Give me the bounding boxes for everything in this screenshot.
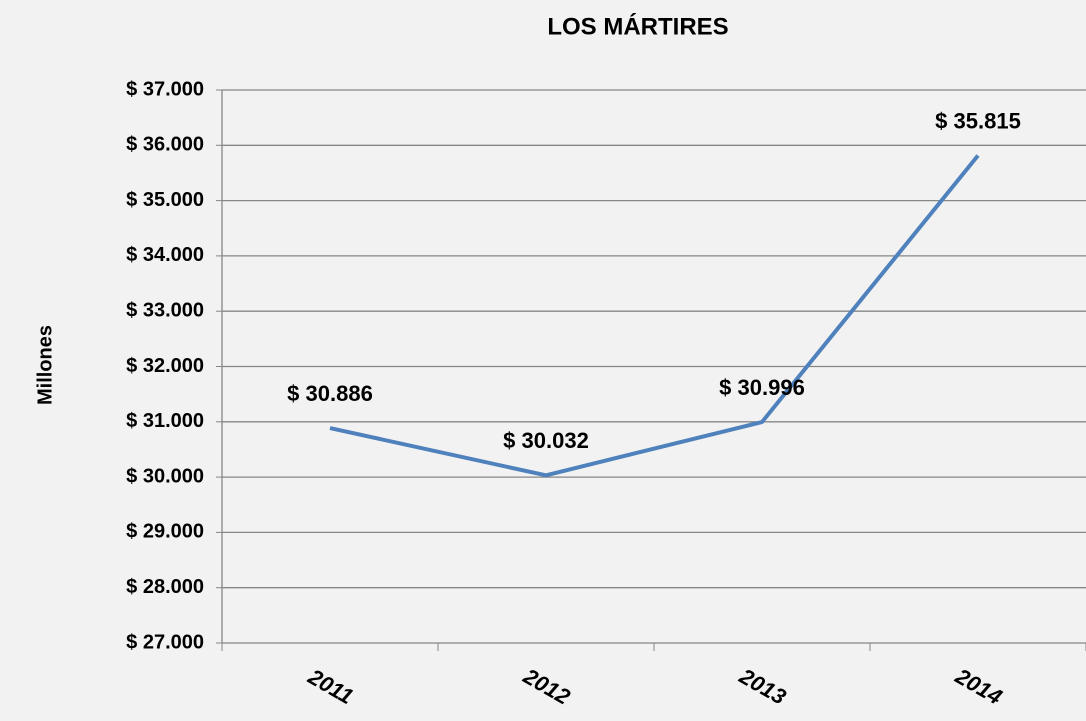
y-tick-label: $ 34.000 bbox=[126, 244, 204, 266]
y-tick-label: $ 35.000 bbox=[126, 189, 204, 211]
data-label: $ 35.815 bbox=[935, 108, 1021, 133]
chart-title: LOS MÁRTIRES bbox=[547, 12, 728, 40]
y-tick-label: $ 27.000 bbox=[126, 631, 204, 653]
y-tick-label: $ 33.000 bbox=[126, 299, 204, 321]
x-tick-label: 2012 bbox=[519, 663, 575, 710]
x-tick-label: 2014 bbox=[951, 663, 1007, 710]
x-tick-label: 2011 bbox=[303, 663, 357, 709]
y-tick-label: $ 37.000 bbox=[126, 78, 204, 100]
data-label: $ 30.886 bbox=[287, 381, 373, 406]
line-series bbox=[329, 154, 980, 478]
y-tick-label: $ 31.000 bbox=[126, 410, 204, 432]
y-tick-label: $ 29.000 bbox=[126, 521, 204, 543]
y-axis-title: Millones bbox=[34, 325, 56, 405]
x-tick-label: 2013 bbox=[735, 663, 791, 710]
data-label: $ 30.032 bbox=[503, 428, 589, 453]
y-tick-label: $ 36.000 bbox=[126, 134, 204, 156]
y-tick-label: $ 30.000 bbox=[126, 465, 204, 487]
y-tick-label: $ 28.000 bbox=[126, 576, 204, 598]
data-label: $ 30.996 bbox=[719, 375, 805, 400]
y-tick-label: $ 32.000 bbox=[126, 355, 204, 377]
